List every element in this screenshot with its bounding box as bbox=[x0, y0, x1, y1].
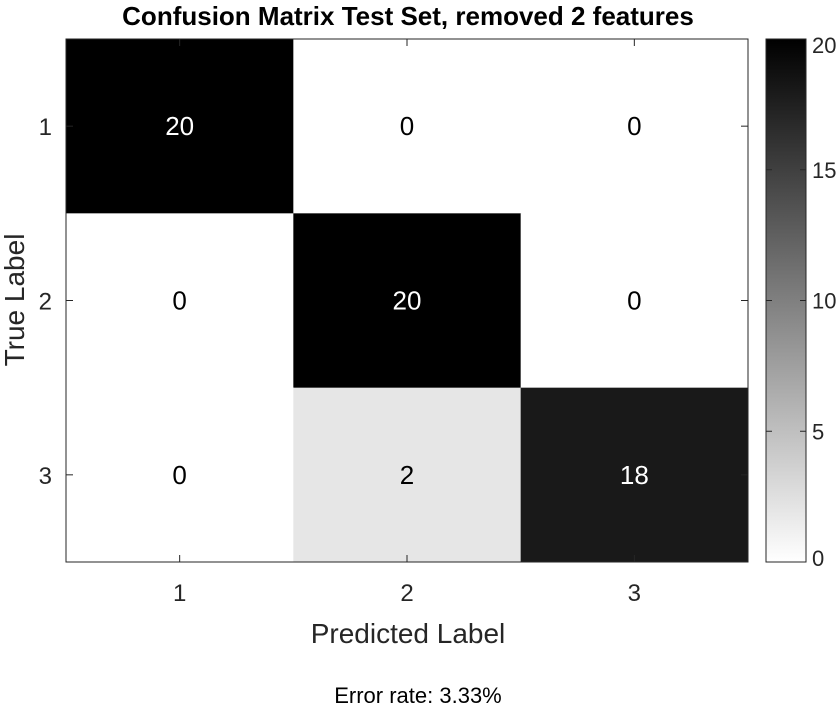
heatmap-cell bbox=[66, 213, 294, 389]
heatmap-cell bbox=[520, 39, 749, 214]
x-axis-label: Predicted Label bbox=[311, 618, 506, 649]
cell-value-label: 0 bbox=[172, 286, 186, 316]
cell-value-label: 0 bbox=[400, 111, 414, 141]
x-tick-label: 3 bbox=[628, 580, 641, 607]
x-tick-label: 2 bbox=[400, 580, 413, 607]
y-tick-label: 3 bbox=[39, 463, 52, 490]
colorbar-tick-label: 15 bbox=[812, 158, 836, 183]
cell-value-label: 20 bbox=[393, 286, 422, 316]
cell-value-label: 0 bbox=[172, 460, 186, 490]
heatmap-cell bbox=[520, 213, 749, 389]
chart-title: Confusion Matrix Test Set, removed 2 fea… bbox=[122, 1, 694, 31]
heatmap-cell bbox=[66, 387, 294, 563]
heatmap-cell-values: 20 0 0 0 20 0 0 2 18 bbox=[165, 111, 649, 490]
heatmap-cell bbox=[293, 213, 522, 389]
y-tick-label: 1 bbox=[39, 114, 52, 141]
error-rate-footnote: Error rate: 3.33% bbox=[334, 683, 502, 707]
y-tick-label: 2 bbox=[39, 289, 52, 316]
heatmap-cell bbox=[520, 387, 749, 563]
colorbar-tick-label: 5 bbox=[812, 419, 824, 444]
colorbar-tick-label: 20 bbox=[812, 33, 836, 58]
x-axis-ticks: 1 2 3 bbox=[173, 39, 641, 607]
y-axis-label: True Label bbox=[0, 234, 30, 367]
cell-value-label: 2 bbox=[400, 460, 414, 490]
y-axis-ticks: 1 2 3 bbox=[39, 114, 748, 490]
cell-value-label: 0 bbox=[627, 111, 641, 141]
heatmap-cell bbox=[293, 39, 522, 214]
cell-value-label: 0 bbox=[627, 286, 641, 316]
cell-value-label: 18 bbox=[620, 460, 649, 490]
colorbar-tick-label: 10 bbox=[812, 289, 836, 314]
colorbar-ticks: 0 5 10 15 20 bbox=[766, 33, 836, 571]
colorbar-tick-label: 0 bbox=[812, 546, 824, 571]
heatmap-cell bbox=[66, 39, 294, 214]
heatmap-cell bbox=[293, 387, 522, 563]
x-tick-label: 1 bbox=[173, 580, 186, 607]
heatmap-cells bbox=[66, 39, 749, 563]
cell-value-label: 20 bbox=[165, 111, 194, 141]
